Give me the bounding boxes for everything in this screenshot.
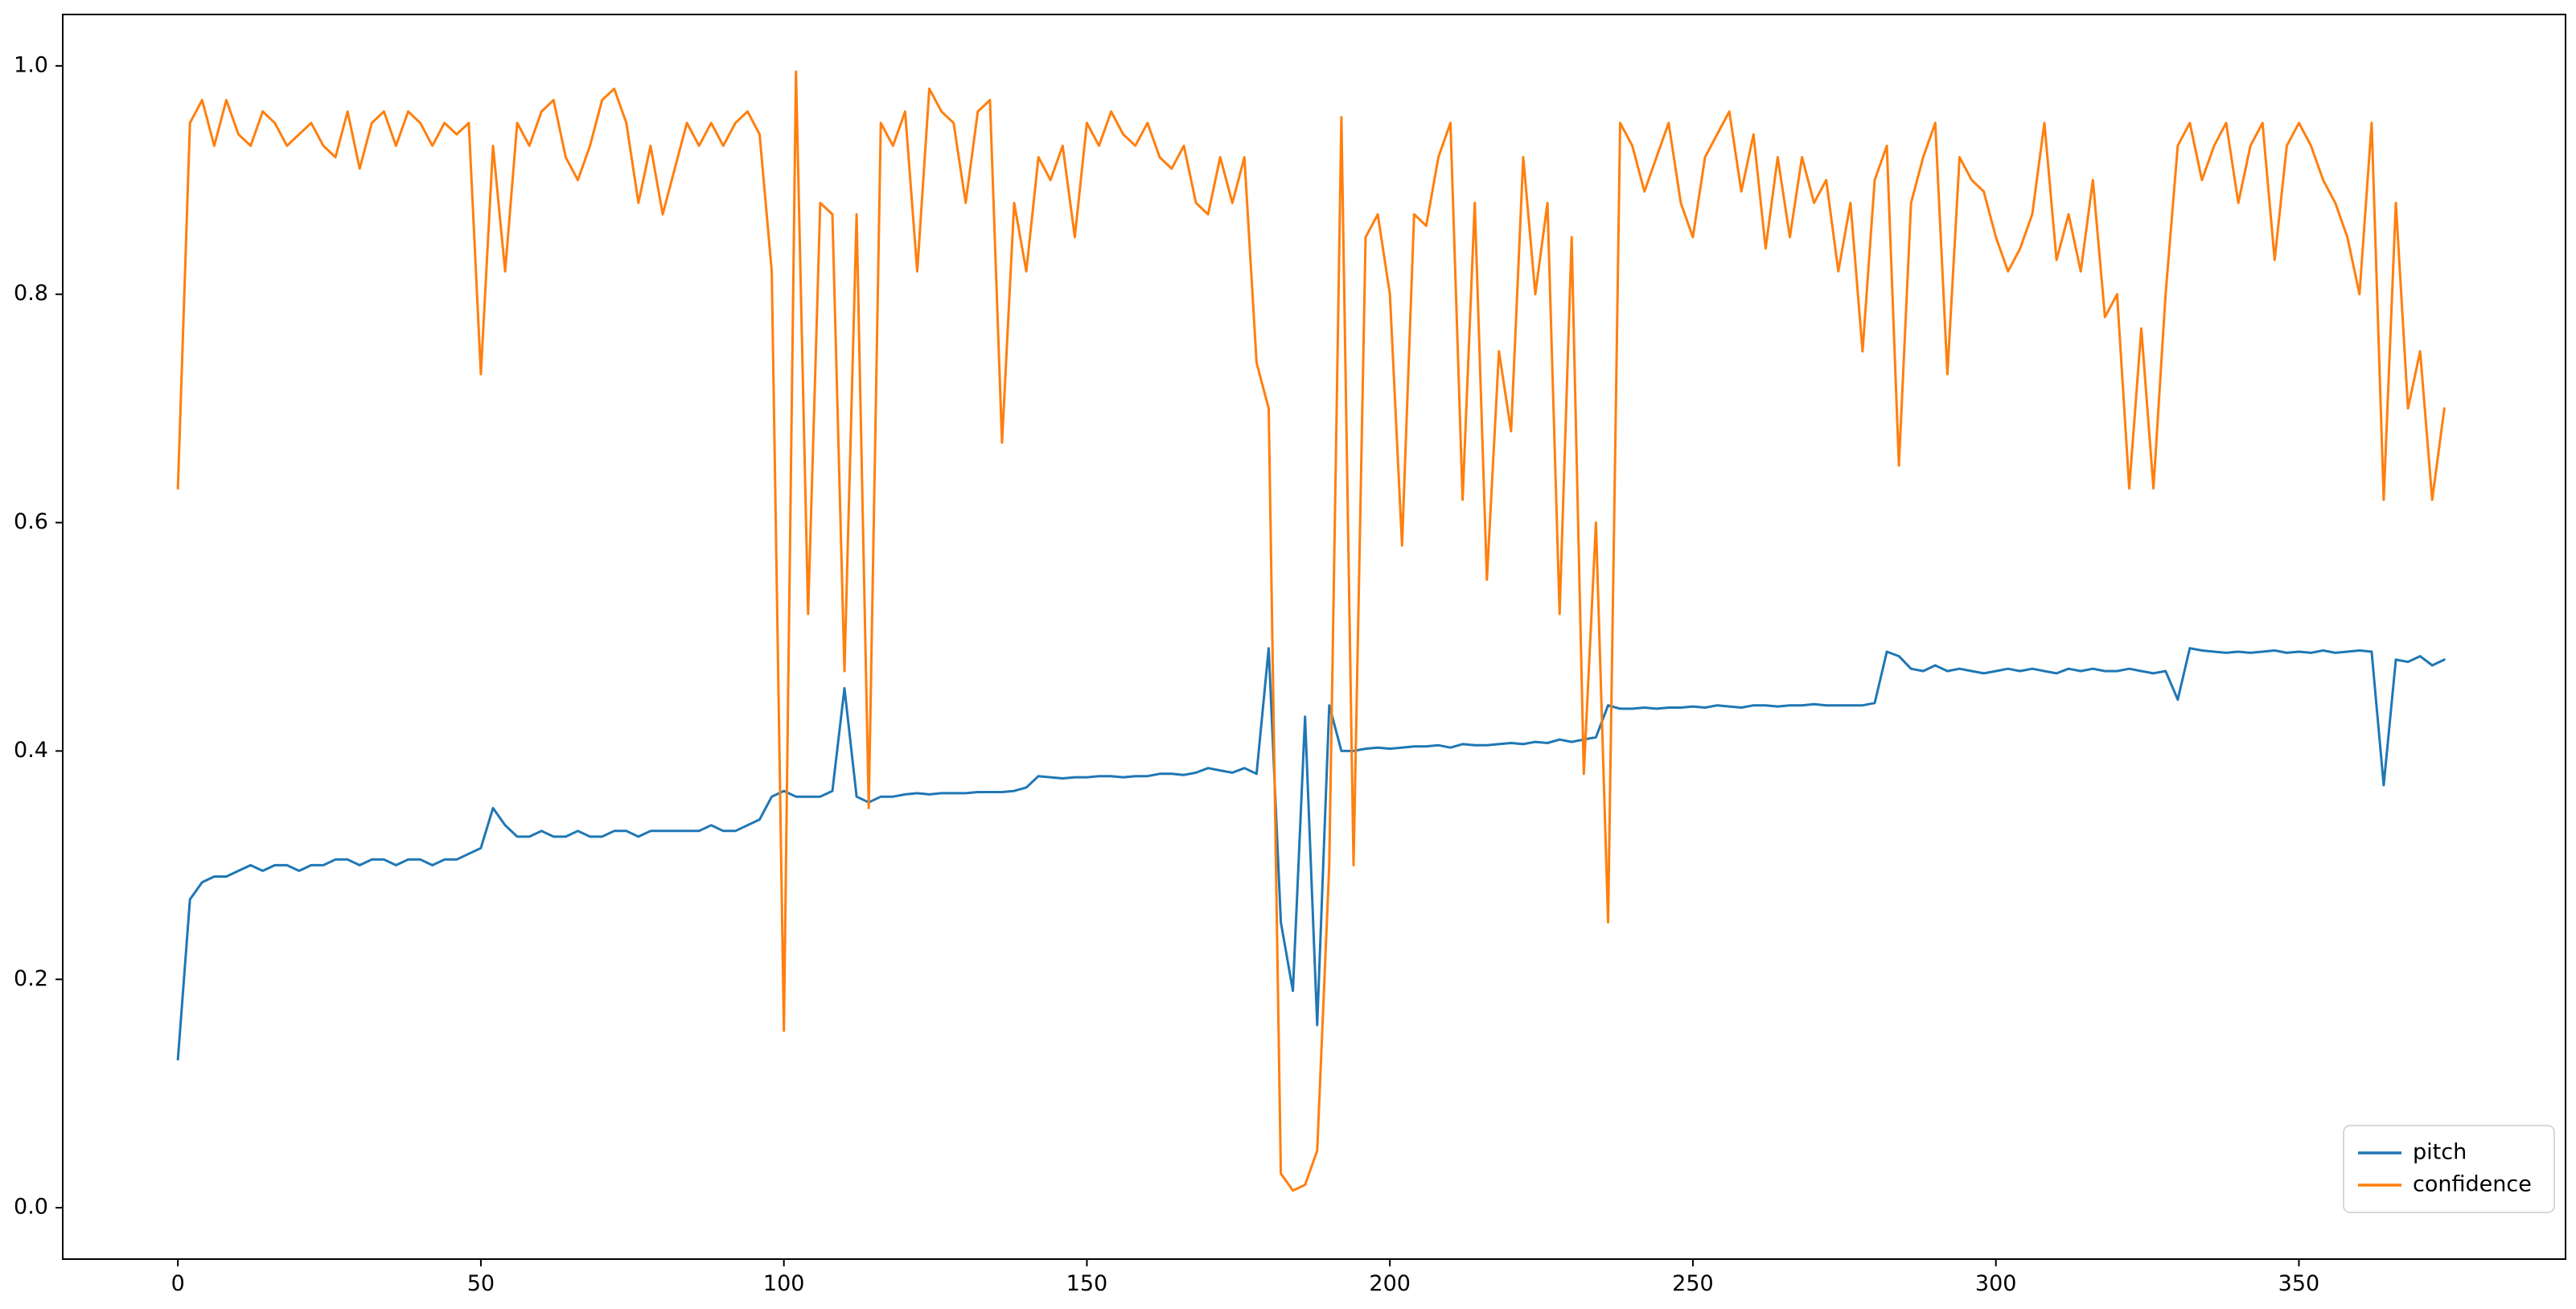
legend-label: pitch <box>2413 1140 2467 1165</box>
x-tick-label: 50 <box>467 1271 495 1296</box>
x-tick-label: 250 <box>1672 1271 1714 1296</box>
axes-frame <box>62 14 2566 1260</box>
y-tick-label: 1.0 <box>14 52 48 77</box>
x-tick-label: 150 <box>1066 1271 1108 1296</box>
series-line-confidence <box>176 70 2446 1192</box>
x-tick-label: 350 <box>2278 1271 2320 1296</box>
y-tick-label: 0.2 <box>14 966 48 991</box>
legend-label: confidence <box>2413 1172 2532 1197</box>
y-tick-label: 0.4 <box>14 738 48 763</box>
x-tick-label: 0 <box>171 1271 185 1296</box>
x-tick-label: 100 <box>763 1271 805 1296</box>
y-tick-label: 0.6 <box>14 509 48 534</box>
x-tick-label: 200 <box>1369 1271 1411 1296</box>
series-line-pitch <box>176 647 2446 1061</box>
y-tick-label: 0.0 <box>14 1195 48 1220</box>
y-tick-label: 0.8 <box>14 281 48 306</box>
x-tick-label: 300 <box>1975 1271 2017 1296</box>
legend-box <box>2343 1125 2555 1213</box>
